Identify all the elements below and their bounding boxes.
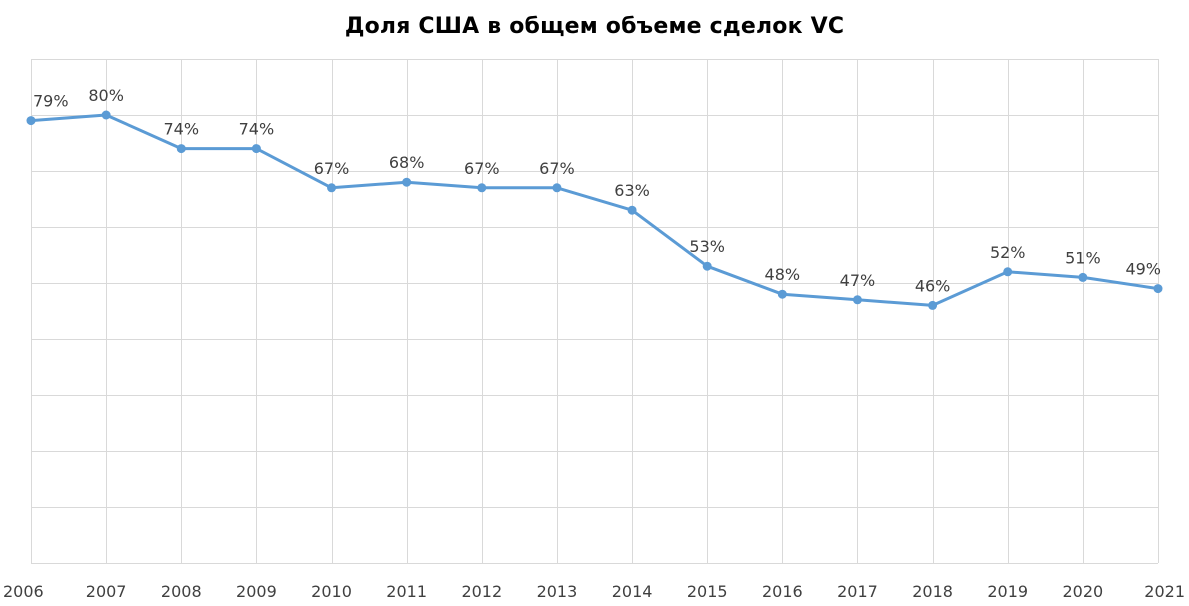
- x-tick-label-2020: 2020: [1063, 582, 1104, 601]
- data-label-2009: 74%: [239, 120, 275, 139]
- x-tick-label-2021: 2021: [1144, 582, 1185, 601]
- horizontal-gridlines: [31, 59, 1158, 564]
- x-tick-label-2007: 2007: [86, 582, 127, 601]
- x-tick-label-2006: 2006: [3, 582, 44, 601]
- x-tick-label-2010: 2010: [311, 582, 352, 601]
- data-label-2017: 47%: [840, 271, 876, 290]
- data-label-2012: 67%: [464, 159, 500, 178]
- data-point-2014: [627, 205, 637, 215]
- data-point-2013: [552, 183, 562, 193]
- data-label-2008: 74%: [163, 120, 199, 139]
- x-tick-label-2017: 2017: [837, 582, 878, 601]
- x-tick-label-2019: 2019: [987, 582, 1028, 601]
- data-point-2020: [1078, 272, 1088, 282]
- x-tick-label-2011: 2011: [386, 582, 427, 601]
- data-label-2007: 80%: [88, 86, 124, 105]
- data-label-2014: 63%: [614, 181, 650, 200]
- data-point-2017: [852, 295, 862, 305]
- x-axis-tick-labels: 2006 2007 2008 2009 2010 2011 2012 2013 2014 2015…: [3, 582, 1185, 601]
- x-tick-label-2012: 2012: [461, 582, 502, 601]
- x-tick-label-2008: 2008: [161, 582, 202, 601]
- data-point-2011: [402, 177, 412, 187]
- data-points: [26, 110, 1163, 310]
- data-point-2009: [251, 144, 261, 154]
- chart-title: Доля США в общем объеме сделок VC: [344, 14, 845, 39]
- data-label-2010: 67%: [314, 159, 350, 178]
- data-point-2019: [1003, 267, 1013, 277]
- data-label-2019: 52%: [990, 243, 1026, 262]
- data-label-2013: 67%: [539, 159, 575, 178]
- x-tick-label-2009: 2009: [236, 582, 277, 601]
- data-label-2011: 68%: [389, 153, 425, 172]
- data-labels: 79% 80% 74% 74% 67% 68% 67% 67% 63% 53% 48% 47% 46% 5…: [33, 86, 1161, 295]
- data-label-2021: 49%: [1125, 260, 1161, 279]
- data-label-2006: 79%: [33, 92, 69, 111]
- data-point-2008: [176, 144, 186, 154]
- data-point-2012: [477, 183, 487, 193]
- series-usa-share: [29, 113, 1160, 307]
- x-tick-label-2013: 2013: [537, 582, 578, 601]
- data-point-2016: [777, 289, 787, 299]
- x-tick-label-2015: 2015: [687, 582, 728, 601]
- data-label-2020: 51%: [1065, 248, 1101, 267]
- x-tick-label-2018: 2018: [912, 582, 953, 601]
- data-point-2010: [327, 183, 337, 193]
- series-line: [29, 113, 1160, 307]
- x-tick-label-2014: 2014: [612, 582, 653, 601]
- data-point-2007: [101, 110, 111, 120]
- data-label-2015: 53%: [689, 237, 725, 256]
- data-point-2006: [26, 116, 36, 126]
- vertical-gridlines: [31, 59, 1159, 563]
- data-label-2018: 46%: [915, 276, 951, 295]
- data-point-2021: [1153, 284, 1163, 294]
- data-label-2016: 48%: [765, 265, 801, 284]
- data-point-2015: [702, 261, 712, 271]
- x-tick-label-2016: 2016: [762, 582, 803, 601]
- data-point-2018: [928, 300, 938, 310]
